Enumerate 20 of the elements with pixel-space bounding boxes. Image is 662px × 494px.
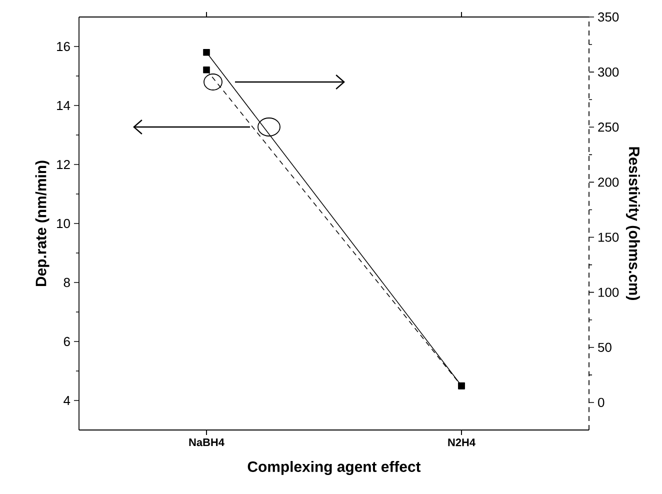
y-tick-label: 16 bbox=[57, 42, 70, 52]
y-tick-label: 4 bbox=[64, 396, 70, 405]
y-tick-label: 6 bbox=[64, 336, 70, 346]
y-tick-label: 14 bbox=[57, 101, 70, 110]
y2-tick-label: 150 bbox=[598, 232, 619, 242]
y-tick-label: 12 bbox=[57, 160, 70, 170]
y2-tick-label: 350 bbox=[598, 12, 619, 22]
x-axis-title: Complexing agent effect bbox=[248, 461, 421, 476]
x-tick-label: N2H4 bbox=[448, 438, 476, 446]
y-axis-title: Dep.rate (nm/min) bbox=[35, 160, 50, 286]
y2-tick-label: 50 bbox=[598, 342, 612, 352]
y-tick-label: 10 bbox=[57, 218, 70, 228]
y2-tick-label: 250 bbox=[598, 122, 619, 132]
y2-tick-label: 300 bbox=[598, 67, 619, 77]
y2-tick-label: 200 bbox=[598, 178, 619, 187]
y2-tick-label: 0 bbox=[598, 398, 604, 408]
y2-tick-label: 100 bbox=[598, 288, 619, 297]
x-tick-label: NaBH4 bbox=[189, 438, 224, 446]
y2-axis-title: Resistivity (ohms.cm) bbox=[626, 147, 640, 300]
y-tick-label: 8 bbox=[64, 278, 70, 288]
